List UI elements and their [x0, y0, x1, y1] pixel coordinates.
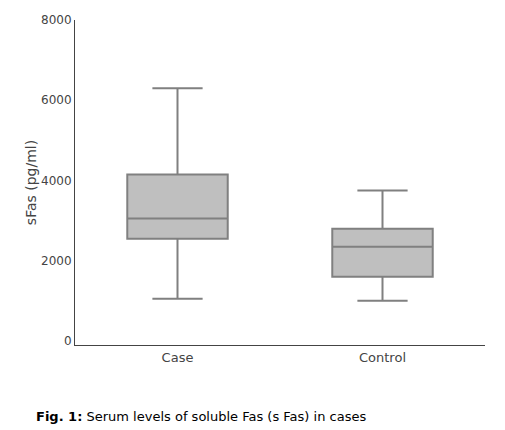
svg-text:0: 0 [64, 334, 72, 348]
svg-text:8000: 8000 [41, 13, 72, 27]
svg-text:4000: 4000 [41, 174, 72, 188]
svg-text:6000: 6000 [41, 93, 72, 107]
svg-text:2000: 2000 [41, 254, 72, 268]
svg-text:Case: Case [162, 350, 194, 365]
svg-text:Control: Control [359, 350, 406, 365]
svg-text:Fig. 1: Serum levels of solubl: Fig. 1: Serum levels of soluble Fas (s F… [36, 409, 366, 424]
svg-text:sFas (pg/ml): sFas (pg/ml) [23, 140, 39, 225]
